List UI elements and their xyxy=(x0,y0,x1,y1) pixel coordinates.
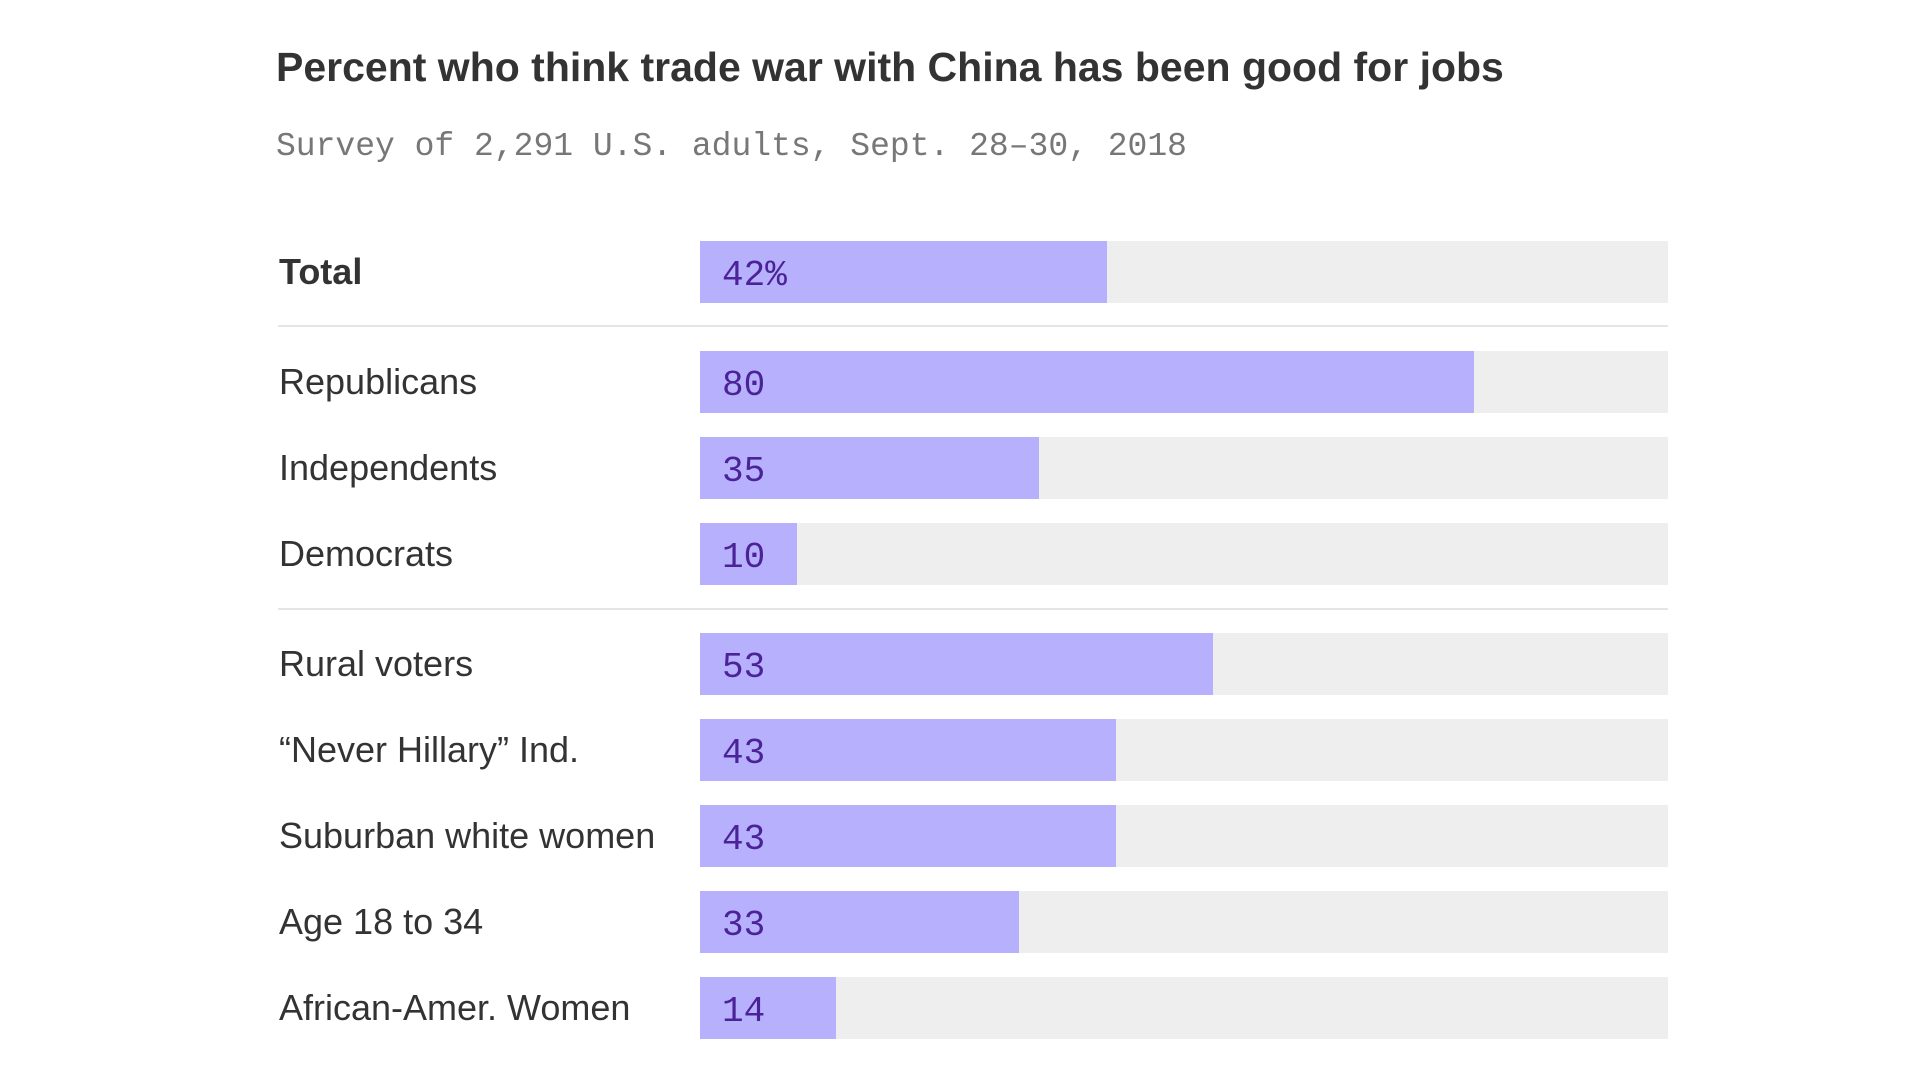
category-label: Independents xyxy=(279,447,498,488)
bar-track: 43 xyxy=(700,805,1668,867)
value-label: 43 xyxy=(722,733,766,774)
bar-row: “Never Hillary” Ind. 43 xyxy=(276,719,1668,781)
value-label: 14 xyxy=(722,991,766,1032)
bar-row: Democrats 10 xyxy=(276,523,1668,585)
bar-track: 33 xyxy=(700,891,1668,953)
chart-title: Percent who think trade war with China h… xyxy=(276,44,1504,90)
group-divider xyxy=(278,608,1668,610)
bar xyxy=(700,351,1475,413)
bar xyxy=(700,805,1117,867)
value-label: 35 xyxy=(722,451,766,492)
bar xyxy=(700,437,1039,499)
category-label: Rural voters xyxy=(279,643,474,684)
bar-row: African-Amer. Women 14 xyxy=(276,977,1668,1039)
category-label: African-Amer. Women xyxy=(279,987,631,1028)
bar-row: Age 18 to 34 33 xyxy=(276,891,1668,953)
group-divider xyxy=(278,325,1668,327)
bar xyxy=(700,977,836,1039)
bar-track: 43 xyxy=(700,719,1668,781)
category-label: Republicans xyxy=(279,361,478,402)
bar-row: Suburban white women 43 xyxy=(276,805,1668,867)
value-label: 80 xyxy=(722,365,766,406)
bar-track: 53 xyxy=(700,633,1668,695)
bar xyxy=(700,891,1020,953)
bar-row: Rural voters 53 xyxy=(276,633,1668,695)
bar-row: Independents 35 xyxy=(276,437,1668,499)
bar-track: 14 xyxy=(700,977,1668,1039)
bar-track: 42% xyxy=(700,241,1668,303)
value-label: 10 xyxy=(722,537,766,578)
bar-track: 10 xyxy=(700,523,1668,585)
bar-row: Total 42% xyxy=(276,241,1668,303)
chart-subtitle: Survey of 2,291 U.S. adults, Sept. 28–30… xyxy=(276,128,1187,165)
bar xyxy=(700,719,1117,781)
bar xyxy=(700,633,1214,695)
bar xyxy=(700,241,1107,303)
category-label: Democrats xyxy=(279,533,454,574)
category-label: “Never Hillary” Ind. xyxy=(279,729,580,770)
value-label: 42% xyxy=(722,255,787,296)
bar-row: Republicans 80 xyxy=(276,351,1668,413)
value-label: 33 xyxy=(722,905,766,946)
value-label: 43 xyxy=(722,819,766,860)
category-label: Suburban white women xyxy=(279,815,656,856)
bar-track: 80 xyxy=(700,351,1668,413)
category-label: Age 18 to 34 xyxy=(279,901,484,942)
bar xyxy=(700,523,797,585)
category-label: Total xyxy=(279,251,363,292)
value-label: 53 xyxy=(722,647,766,688)
bar-track: 35 xyxy=(700,437,1668,499)
